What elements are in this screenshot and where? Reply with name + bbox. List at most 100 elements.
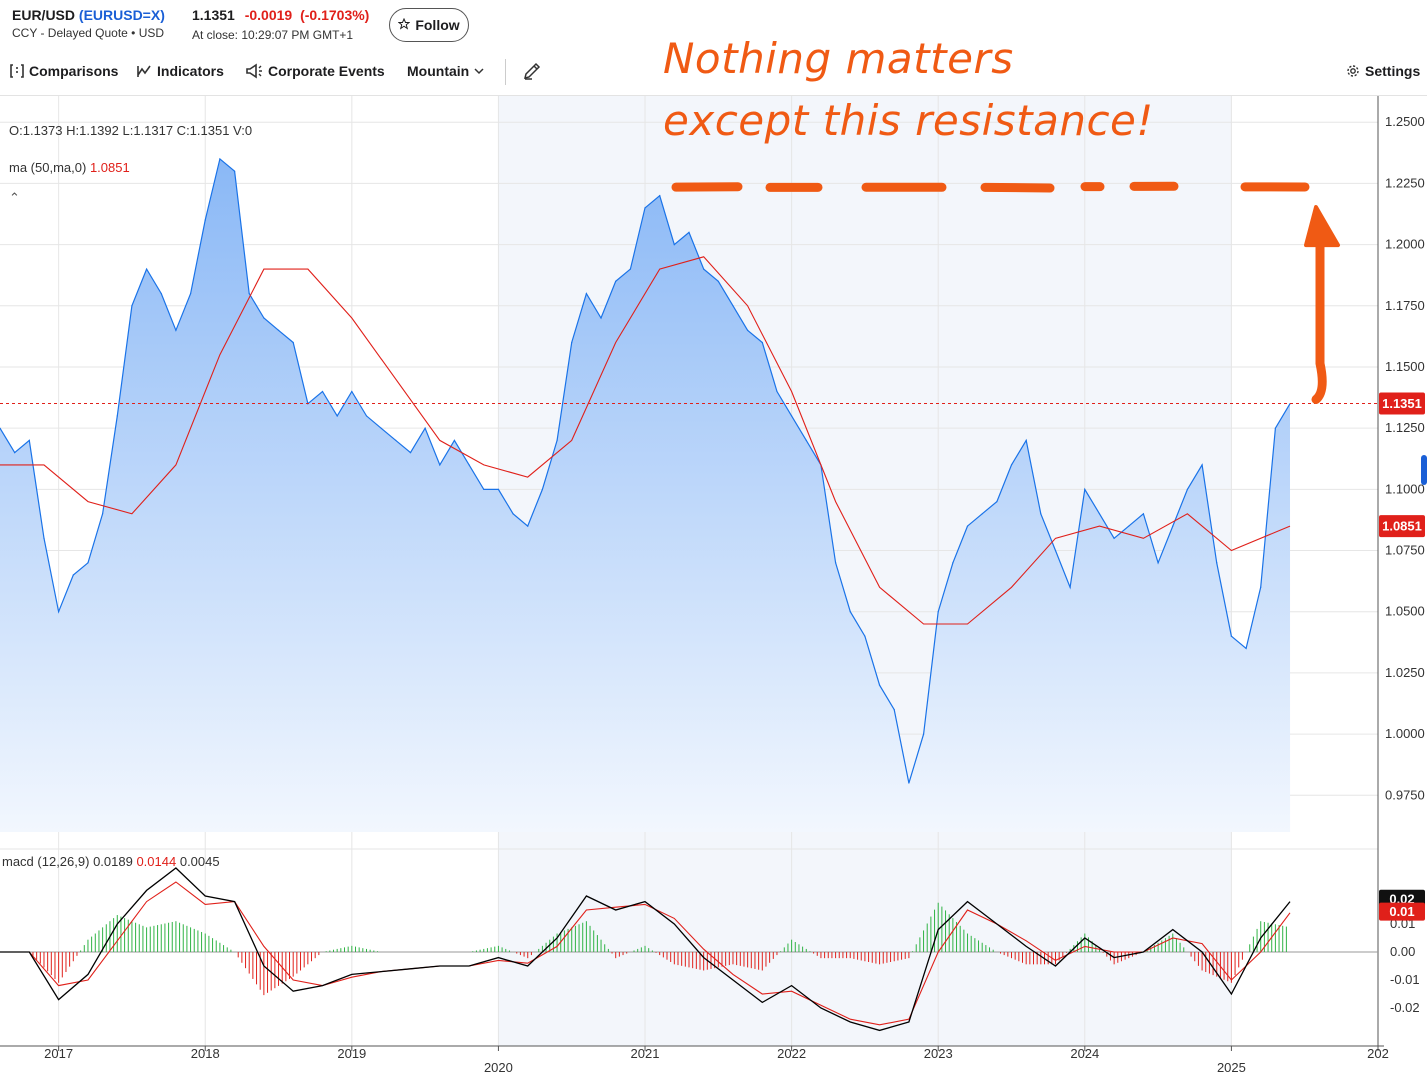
arrow-shaft xyxy=(1316,247,1322,399)
ma-price-badge: 1.0851 xyxy=(1382,519,1422,534)
price-point xyxy=(688,232,689,233)
close-time: At close: 10:29:07 PM GMT+1 xyxy=(192,28,353,42)
indicators-label: Indicators xyxy=(157,63,224,79)
price-point xyxy=(1114,538,1115,539)
current-price-badge: 1.1351 xyxy=(1382,396,1422,411)
price-point xyxy=(806,440,807,441)
price-point xyxy=(425,428,426,429)
price-point xyxy=(996,501,997,502)
arrow-head xyxy=(1306,207,1338,245)
price-point xyxy=(293,342,294,343)
price-point xyxy=(908,782,909,783)
star-icon xyxy=(398,17,410,33)
price-point xyxy=(351,391,352,392)
year-label: 2022 xyxy=(777,1046,806,1061)
price-tick-label: 1.1000 xyxy=(1385,481,1425,496)
settings-button[interactable]: Settings xyxy=(1346,56,1420,86)
quote-subtitle: CCY - Delayed Quote • USD xyxy=(12,26,164,40)
price-point xyxy=(776,391,777,392)
price-tick-label: 0.9750 xyxy=(1385,787,1425,802)
price-point xyxy=(894,709,895,710)
price-tick-label: 1.0500 xyxy=(1385,604,1425,619)
pair-name: EUR/USD xyxy=(12,7,75,23)
ma-legend[interactable]: ma (50,ma,0) 1.0851 xyxy=(9,160,130,175)
price-point xyxy=(322,391,323,392)
draw-button[interactable] xyxy=(522,56,542,86)
macd-legend-label: macd (12,26,9) xyxy=(2,854,89,869)
price-point xyxy=(938,611,939,612)
annotation-line-1: Nothing matters xyxy=(663,34,1014,83)
indicators-button[interactable]: Indicators xyxy=(136,56,224,86)
follow-button[interactable]: Follow xyxy=(389,8,469,42)
price-point xyxy=(1158,562,1159,563)
price-point xyxy=(117,415,118,416)
price-point xyxy=(234,171,235,172)
price-change: -0.0019 xyxy=(245,7,292,23)
macd-legend-signal: 0.0144 xyxy=(136,854,176,869)
year-label: 2018 xyxy=(191,1046,220,1061)
price-point xyxy=(732,305,733,306)
price-point xyxy=(1216,562,1217,563)
price-point xyxy=(850,611,851,612)
price-point xyxy=(586,293,587,294)
price-point xyxy=(205,220,206,221)
macd-tick-label: 0.00 xyxy=(1390,944,1415,959)
price-point xyxy=(644,207,645,208)
price-chart[interactable]: 1.25001.22501.20001.17501.15001.12501.10… xyxy=(0,96,1427,1074)
comparisons-icon xyxy=(10,63,24,79)
price-point xyxy=(879,685,880,686)
price-point xyxy=(454,440,455,441)
price-point xyxy=(219,158,220,159)
price-tick-label: 1.2250 xyxy=(1385,175,1425,190)
price-point xyxy=(14,452,15,453)
chart-type-label: Mountain xyxy=(407,63,469,79)
price-point xyxy=(1099,513,1100,514)
macd-legend[interactable]: macd (12,26,9) 0.0189 0.0144 0.0045 xyxy=(2,854,220,869)
price-point xyxy=(1231,636,1232,637)
price-point xyxy=(952,562,953,563)
price-point xyxy=(1070,587,1071,588)
price-point xyxy=(87,562,88,563)
chart-type-dropdown[interactable]: Mountain xyxy=(407,56,484,86)
price-point xyxy=(498,489,499,490)
year-label: 2021 xyxy=(631,1046,660,1061)
year-label: 2020 xyxy=(484,1060,513,1074)
price-point xyxy=(512,513,513,514)
pencil-icon xyxy=(522,61,542,81)
macd-legend-hist: 0.0045 xyxy=(180,854,220,869)
price-tick-label: 1.0750 xyxy=(1385,543,1425,558)
settings-label: Settings xyxy=(1365,63,1420,79)
price-point xyxy=(659,195,660,196)
ma-legend-value: 1.0851 xyxy=(90,160,130,175)
price-point xyxy=(835,562,836,563)
comparisons-button[interactable]: Comparisons xyxy=(10,56,118,86)
price-point xyxy=(864,636,865,637)
price-point xyxy=(791,415,792,416)
price-point xyxy=(1201,464,1202,465)
price-point xyxy=(366,415,367,416)
ma-legend-label: ma (50,ma,0) xyxy=(9,160,86,175)
collapse-legend-icon[interactable]: ⌃ xyxy=(9,190,20,206)
price-point xyxy=(190,293,191,294)
price-tick-label: 1.1250 xyxy=(1385,420,1425,435)
corporate-events-label: Corporate Events xyxy=(268,63,385,79)
price-tick-label: 1.2500 xyxy=(1385,114,1425,129)
toolbar-divider xyxy=(505,59,506,85)
scroll-handle[interactable] xyxy=(1421,455,1427,485)
ticker-link[interactable]: (EURUSD=X) xyxy=(79,7,165,23)
price-point xyxy=(439,464,440,465)
symbol-title: EUR/USD (EURUSD=X) xyxy=(12,7,165,23)
year-label: 2023 xyxy=(924,1046,953,1061)
price-point xyxy=(718,281,719,282)
chart-area[interactable]: 1.25001.22501.20001.17501.15001.12501.10… xyxy=(0,96,1427,1079)
price-point xyxy=(542,489,543,490)
corporate-events-button[interactable]: Corporate Events xyxy=(245,56,385,86)
price-point xyxy=(600,317,601,318)
price-point xyxy=(1245,648,1246,649)
annotation-line-2: except this resistance! xyxy=(663,96,1154,145)
price-point xyxy=(967,525,968,526)
price-point xyxy=(58,611,59,612)
price-point xyxy=(29,440,30,441)
megaphone-icon xyxy=(245,63,263,79)
price-point xyxy=(1026,440,1027,441)
